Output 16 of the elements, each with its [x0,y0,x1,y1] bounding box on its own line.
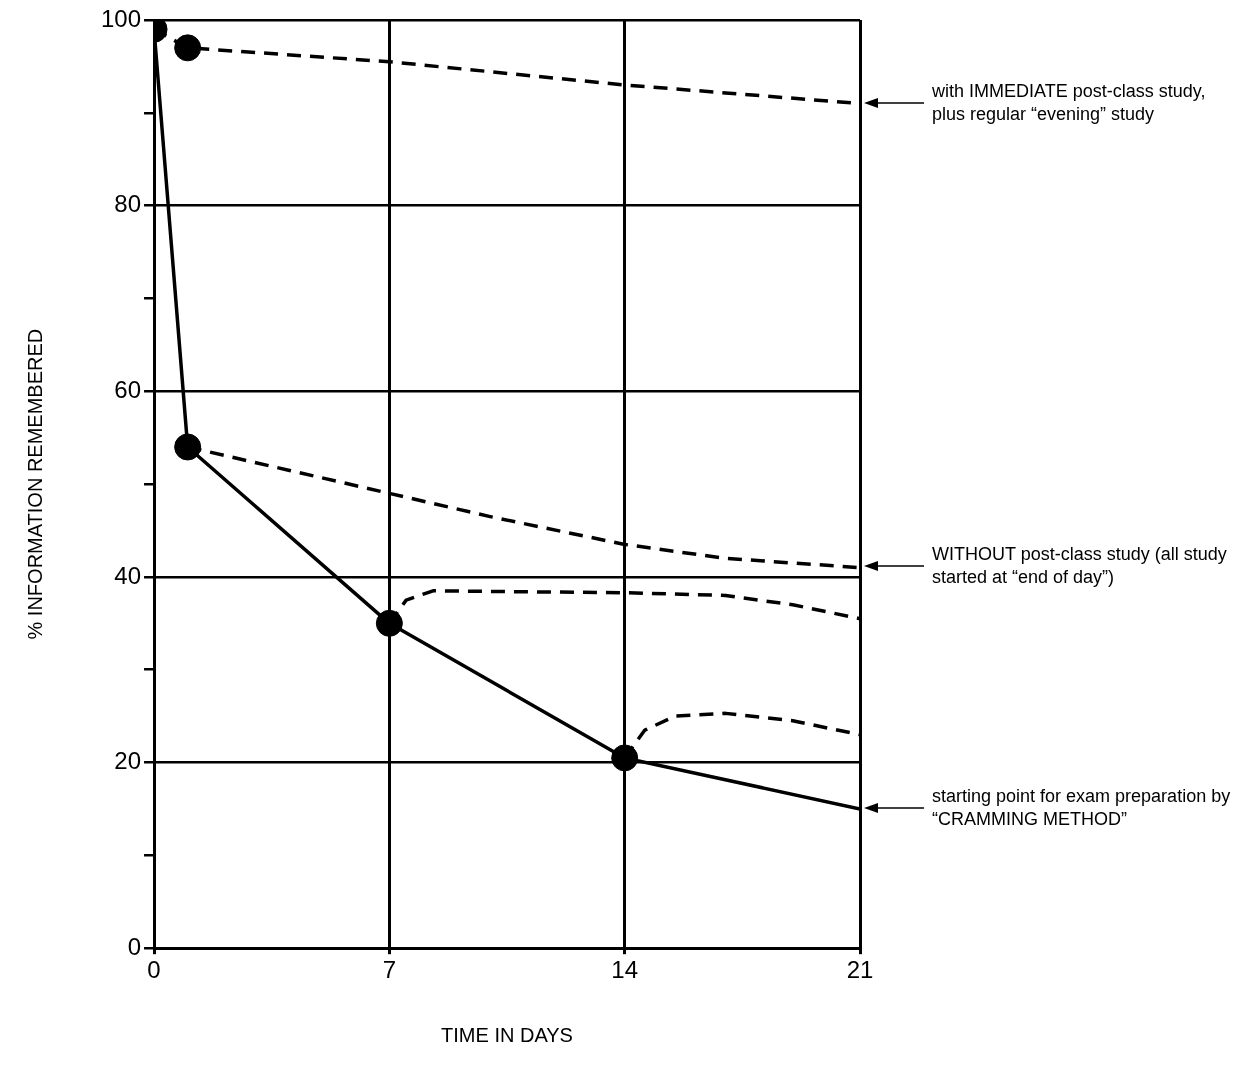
y-tick-label: 0 [127,932,142,960]
x-tick-label: 7 [382,956,397,984]
y-tick-label: 80 [114,190,142,218]
y-axis-title: % INFORMATION REMEMBERED [23,328,46,640]
y-tick-label: 100 [101,4,142,32]
y-tick-label: 60 [114,375,142,403]
x-tick-label: 21 [846,956,874,984]
y-tick-label: 20 [114,747,142,775]
text: starting point for exam preparation by “CRAMMING METHOD” [932,785,1232,831]
x-tick-label: 0 [147,956,161,984]
text: with IMMEDIATE post-class study, plus regular “evening” study [932,80,1207,126]
x-tick-label: 14 [611,956,639,984]
x-axis-title: TIME IN DAYS [441,1023,573,1046]
y-tick-label: 40 [114,561,142,589]
point [174,34,202,62]
text: WITHOUT post-class study (all study started at “end of day”) [932,543,1228,589]
